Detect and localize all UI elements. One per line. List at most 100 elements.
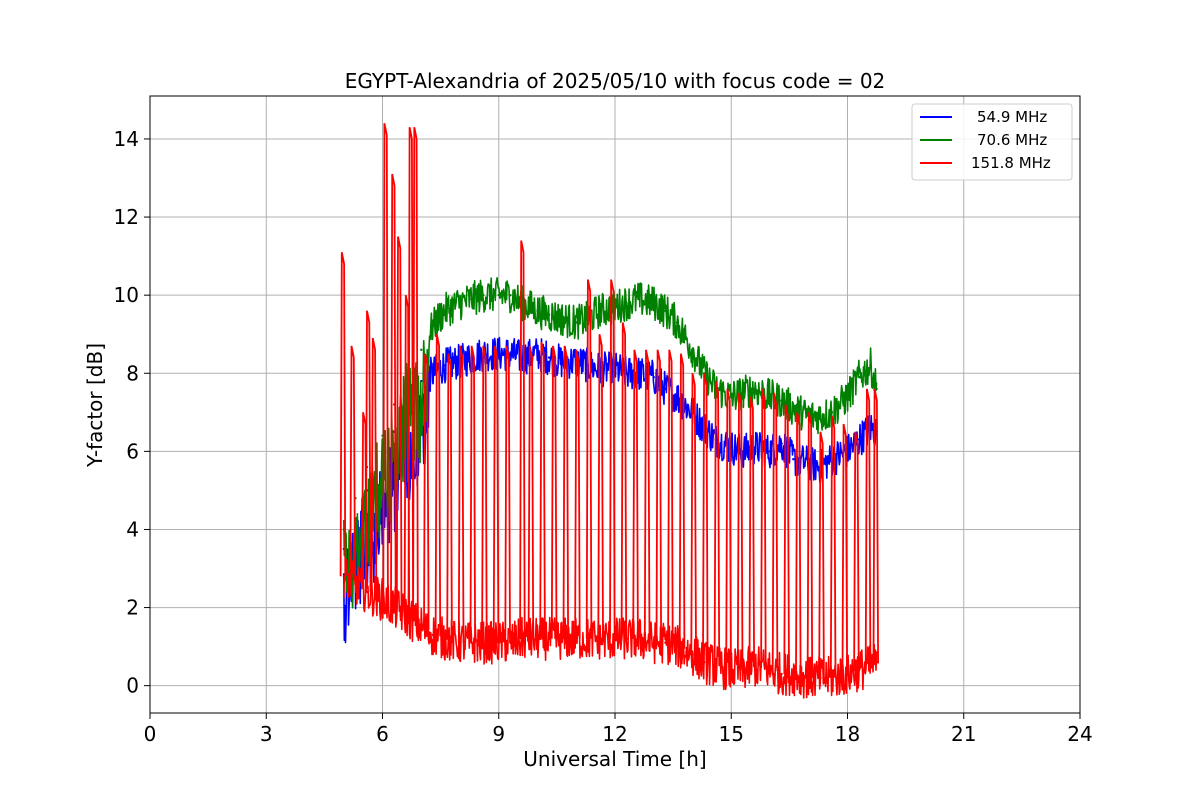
spike-mark bbox=[632, 349, 639, 639]
spike-mark bbox=[667, 349, 674, 645]
data-point bbox=[625, 301, 628, 305]
data-point bbox=[497, 294, 500, 297]
x-tick-label: 6 bbox=[376, 722, 389, 746]
data-point bbox=[431, 633, 435, 637]
x-tick-label: 3 bbox=[260, 722, 273, 746]
data-point bbox=[520, 637, 524, 640]
y-tick-label: 6 bbox=[126, 439, 139, 463]
spike-mark bbox=[771, 392, 779, 672]
data-point bbox=[869, 364, 872, 367]
x-tick-label: 12 bbox=[602, 722, 627, 746]
spike-mark bbox=[678, 353, 686, 649]
spike-mark bbox=[872, 388, 879, 664]
spike-mark bbox=[457, 345, 465, 643]
data-point bbox=[730, 668, 733, 672]
spike-mark bbox=[643, 349, 651, 641]
spike-mark bbox=[434, 334, 442, 637]
data-point bbox=[470, 297, 473, 301]
spike-mark bbox=[527, 345, 535, 639]
spike-mark bbox=[382, 123, 389, 602]
spike-mark bbox=[783, 404, 790, 674]
data-point bbox=[664, 309, 667, 312]
data-point bbox=[675, 395, 679, 398]
data-point bbox=[458, 301, 462, 305]
data-point bbox=[431, 325, 435, 328]
spike-mark bbox=[492, 345, 500, 643]
spike-mark bbox=[841, 423, 848, 675]
data-point bbox=[509, 294, 512, 297]
legend-label-54-9: 54.9 MHz bbox=[977, 108, 1047, 126]
data-point bbox=[792, 672, 795, 676]
x-tick-label: 0 bbox=[144, 722, 157, 746]
legend: 54.9 MHz 70.6 MHz 151.8 MHz bbox=[911, 103, 1073, 181]
data-point bbox=[780, 442, 783, 445]
data-point bbox=[768, 668, 772, 672]
data-point bbox=[875, 387, 878, 391]
x-axis-label: Universal Time [h] bbox=[523, 747, 706, 771]
spike-mark bbox=[864, 388, 872, 668]
x-tick-label: 15 bbox=[719, 722, 744, 746]
data-point bbox=[547, 356, 551, 359]
data-point bbox=[598, 309, 601, 312]
spike-mark bbox=[748, 396, 755, 668]
data-point bbox=[497, 352, 500, 355]
spike-mark bbox=[597, 334, 604, 639]
data-point bbox=[741, 391, 745, 394]
data-point bbox=[575, 321, 578, 324]
spike-mark bbox=[574, 349, 581, 639]
x-tick-label: 24 bbox=[1067, 722, 1092, 746]
data-point bbox=[780, 672, 783, 676]
data-point bbox=[780, 399, 783, 402]
data-point bbox=[536, 309, 539, 312]
x-tick-label: 9 bbox=[492, 722, 505, 746]
data-point bbox=[792, 407, 795, 410]
spike-mark bbox=[609, 279, 616, 639]
data-point bbox=[637, 297, 640, 301]
y-tick-label: 12 bbox=[114, 205, 139, 229]
spike-mark bbox=[806, 412, 814, 678]
data-point bbox=[846, 450, 849, 453]
data-point bbox=[443, 364, 446, 367]
spike-mark bbox=[364, 310, 372, 592]
y-tick-label: 2 bbox=[126, 596, 139, 620]
data-point bbox=[730, 395, 733, 398]
data-point bbox=[559, 317, 562, 320]
data-point bbox=[768, 450, 772, 453]
spike-mark bbox=[818, 431, 825, 678]
spike-mark bbox=[853, 431, 860, 672]
spike-mark bbox=[370, 337, 378, 595]
spike-mark bbox=[655, 349, 662, 643]
data-point bbox=[830, 411, 834, 414]
spike-mark bbox=[412, 127, 419, 622]
y-tick-label: 10 bbox=[114, 283, 139, 307]
spike-mark bbox=[585, 279, 593, 639]
spike-mark bbox=[469, 345, 476, 643]
spike-mark bbox=[702, 373, 709, 663]
data-point bbox=[420, 348, 423, 351]
data-point bbox=[792, 458, 795, 461]
data-point bbox=[857, 376, 861, 379]
data-point bbox=[431, 372, 435, 375]
spike-mark bbox=[446, 353, 453, 640]
data-point bbox=[392, 606, 396, 609]
spike-mark bbox=[829, 416, 837, 678]
spike-mark bbox=[504, 345, 511, 643]
spike-mark bbox=[713, 380, 721, 667]
y-tick-label: 0 bbox=[126, 674, 139, 698]
y-tick-label: 4 bbox=[126, 517, 139, 541]
data-point bbox=[637, 372, 640, 375]
spike-mark bbox=[725, 388, 732, 670]
data-point bbox=[857, 438, 861, 441]
data-point bbox=[652, 301, 655, 305]
spike-mark bbox=[519, 240, 526, 640]
data-point bbox=[652, 641, 655, 644]
spike-mark bbox=[390, 173, 397, 607]
data-point bbox=[691, 348, 694, 351]
spike-mark bbox=[349, 345, 356, 582]
data-point bbox=[547, 637, 551, 640]
y-axis-label: Y-factor [dB] bbox=[83, 343, 107, 468]
spike-mark bbox=[423, 353, 430, 630]
chart-title: EGYPT-Alexandria of 2025/05/10 with focu… bbox=[345, 69, 886, 93]
